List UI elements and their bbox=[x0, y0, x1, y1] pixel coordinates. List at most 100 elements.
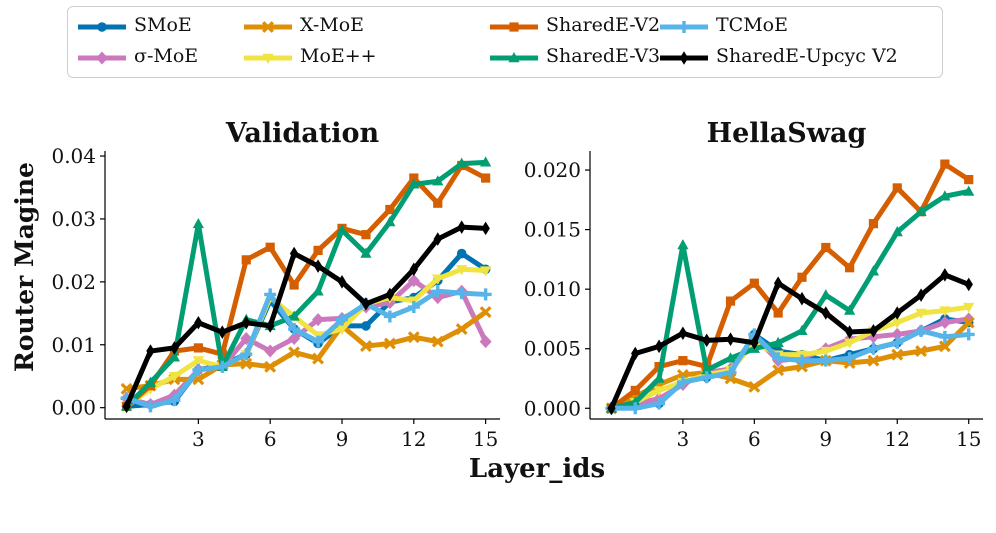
y-tick-label: 0.010 bbox=[524, 277, 581, 301]
x-tick-label: 3 bbox=[192, 427, 205, 451]
x-tick-label: 9 bbox=[336, 427, 349, 451]
data-point bbox=[772, 336, 784, 347]
data-point bbox=[264, 344, 277, 358]
data-point bbox=[750, 335, 759, 350]
data-point bbox=[677, 239, 689, 250]
data-point bbox=[891, 348, 904, 361]
figure: SMoE σ-MoE X-MoE MoE++ SharedE-V2 SharedE-V3 T… bbox=[10, 6, 983, 484]
series-line bbox=[609, 272, 970, 410]
data-point bbox=[844, 304, 856, 315]
data-point bbox=[385, 287, 395, 302]
data-point bbox=[938, 340, 951, 353]
data-point bbox=[265, 319, 275, 333]
data-point bbox=[819, 354, 832, 367]
data-point bbox=[192, 363, 205, 376]
data-point bbox=[361, 297, 371, 311]
y-tick-label: 0.000 bbox=[524, 396, 581, 420]
data-point bbox=[962, 328, 975, 341]
legend-label: SMoE bbox=[134, 14, 192, 36]
data-point bbox=[168, 351, 181, 362]
data-point bbox=[384, 216, 396, 227]
data-point bbox=[676, 376, 689, 389]
data-point bbox=[264, 288, 277, 301]
data-point bbox=[653, 372, 665, 383]
x-tick-label: 15 bbox=[956, 427, 981, 451]
data-point bbox=[240, 348, 253, 361]
data-point bbox=[629, 402, 642, 415]
data-point bbox=[607, 401, 616, 416]
data-point bbox=[288, 310, 300, 321]
data-point bbox=[264, 360, 277, 373]
data-point bbox=[479, 288, 492, 301]
legend-marker bbox=[97, 22, 107, 32]
legend-marker bbox=[679, 51, 689, 65]
data-point bbox=[457, 220, 466, 234]
legend-swatch bbox=[660, 21, 708, 33]
data-point bbox=[891, 336, 904, 349]
legend-swatch bbox=[244, 21, 292, 33]
data-point bbox=[480, 156, 492, 167]
x-tick-label: 15 bbox=[473, 427, 498, 451]
data-point bbox=[194, 315, 203, 330]
data-point bbox=[773, 308, 783, 318]
data-point bbox=[432, 274, 444, 285]
series-line bbox=[124, 162, 487, 409]
series-line bbox=[611, 328, 969, 411]
y-tick-label: 0.00 bbox=[51, 396, 96, 420]
data-point bbox=[312, 352, 324, 365]
data-point bbox=[893, 306, 902, 320]
data-point bbox=[433, 198, 443, 208]
series-tcmoe bbox=[120, 285, 492, 413]
y-axis-label: Router Magine bbox=[10, 162, 39, 372]
data-point bbox=[892, 183, 902, 193]
data-point bbox=[653, 397, 666, 410]
data-point bbox=[337, 275, 347, 289]
data-point bbox=[383, 337, 396, 350]
data-point bbox=[122, 399, 131, 414]
data-point bbox=[456, 157, 468, 168]
data-point bbox=[481, 221, 490, 236]
legend-label: TCMoE bbox=[716, 14, 788, 36]
data-point bbox=[821, 306, 830, 320]
legend-swatch bbox=[78, 51, 126, 65]
data-point bbox=[869, 324, 878, 338]
data-point bbox=[964, 277, 973, 292]
data-point bbox=[891, 327, 904, 341]
data-point bbox=[265, 242, 275, 252]
data-point bbox=[312, 335, 325, 348]
data-point bbox=[120, 382, 133, 395]
data-point bbox=[336, 224, 348, 235]
data-point bbox=[821, 242, 831, 253]
legend-label: X-MoE bbox=[300, 14, 365, 36]
data-point bbox=[915, 345, 928, 358]
data-point bbox=[407, 301, 420, 314]
data-point bbox=[480, 266, 492, 277]
data-point bbox=[772, 364, 785, 377]
data-point bbox=[891, 318, 903, 329]
panel-title: HellaSwag bbox=[707, 118, 867, 149]
data-point bbox=[312, 313, 325, 327]
x-tick-label: 12 bbox=[885, 427, 910, 451]
data-point bbox=[361, 321, 371, 331]
legend-label: MoE++ bbox=[300, 45, 377, 67]
data-point bbox=[773, 276, 783, 291]
data-point bbox=[748, 380, 761, 393]
legend-marker bbox=[508, 52, 520, 63]
data-point bbox=[725, 296, 736, 306]
x-tick-label: 6 bbox=[264, 427, 277, 451]
data-point bbox=[241, 255, 251, 265]
legend-marker bbox=[509, 22, 519, 32]
y-tick-label: 0.04 bbox=[51, 144, 96, 168]
data-point bbox=[146, 344, 155, 358]
data-point bbox=[939, 190, 951, 201]
series-sharede-v3 bbox=[605, 185, 975, 413]
legend-label: SharedE-V2 bbox=[546, 14, 661, 36]
data-point bbox=[336, 324, 348, 336]
data-point bbox=[724, 366, 737, 379]
x-tick-label: 6 bbox=[748, 427, 761, 451]
data-point bbox=[455, 323, 468, 335]
data-point bbox=[144, 400, 157, 413]
data-point bbox=[629, 396, 641, 407]
legend-marker bbox=[262, 21, 274, 33]
data-point bbox=[383, 310, 396, 323]
